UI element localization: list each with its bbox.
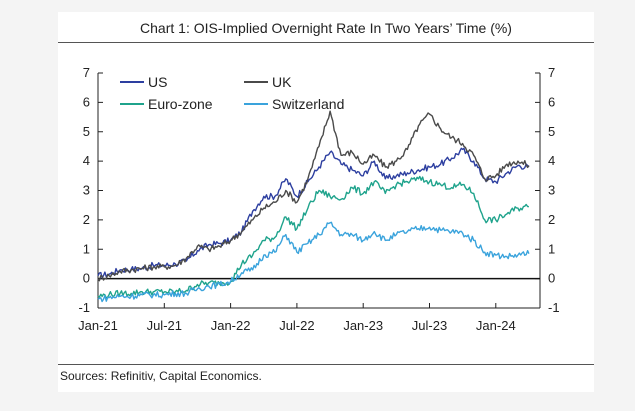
chart-plot: -1 -1 0 0 1 1 2 2 3 3 4 4 5 5 6 6 7 7 Jan-21 Jul-21 Jan-22 Ju… [78, 65, 560, 333]
y-tick-label-left: 7 [83, 65, 90, 80]
x-tick-label: Jul-22 [279, 318, 314, 333]
y-tick-label-right: 7 [548, 65, 555, 80]
series-line-euro-zone [97, 175, 530, 299]
x-tick-label: Jan-23 [343, 318, 383, 333]
y-tick-label-right: -1 [548, 300, 560, 315]
legend-label: Euro-zone [148, 96, 213, 112]
legend-label: Switzerland [272, 96, 344, 112]
series-line-us [97, 147, 530, 279]
y-tick-label-right: 0 [548, 271, 555, 286]
x-tick-label: Jan-21 [78, 318, 118, 333]
title-rule [58, 42, 594, 43]
series-line-uk [97, 110, 530, 282]
y-tick-label-left: 2 [83, 212, 90, 227]
y-tick-label-right: 3 [548, 183, 555, 198]
x-tick-label: Jan-22 [211, 318, 251, 333]
y-tick-label-right: 2 [548, 212, 555, 227]
y-tick-label-left: 3 [83, 183, 90, 198]
x-tick-label: Jan-24 [476, 318, 516, 333]
legend-label: UK [272, 74, 292, 90]
y-tick-label-left: -1 [78, 300, 90, 315]
chart-source: Sources: Refinitiv, Capital Economics. [60, 369, 262, 383]
y-tick-label-left: 0 [83, 271, 90, 286]
legend-label: US [148, 74, 167, 90]
source-rule [58, 364, 594, 365]
chart-title: Chart 1: OIS-Implied Overnight Rate In T… [140, 20, 512, 36]
y-tick-label-left: 1 [83, 241, 90, 256]
series-line-switzerland [97, 221, 530, 303]
chart-card: Chart 1: OIS-Implied Overnight Rate In T… [58, 12, 594, 392]
x-tick-label: Jul-23 [412, 318, 447, 333]
x-tick-label: Jul-21 [147, 318, 182, 333]
y-tick-label-right: 6 [548, 94, 555, 109]
y-tick-label-right: 1 [548, 241, 555, 256]
y-tick-label-right: 4 [548, 153, 555, 168]
y-tick-label-left: 4 [83, 153, 90, 168]
y-tick-label-left: 5 [83, 124, 90, 139]
y-tick-label-right: 5 [548, 124, 555, 139]
y-tick-label-left: 6 [83, 94, 90, 109]
